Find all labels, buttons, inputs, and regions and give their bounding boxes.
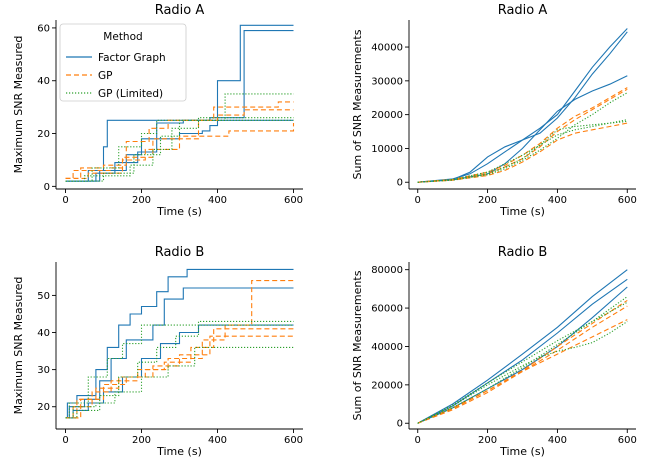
y-tick-label: 0 [44, 182, 50, 193]
series-line-gp-5 [417, 88, 628, 183]
series-line-factor-graph-2 [417, 278, 628, 424]
x-tick-label: 400 [548, 435, 567, 446]
panel-title: Radio B [155, 245, 205, 260]
y-tick-label: 40 [37, 76, 50, 87]
x-tick-label: 200 [478, 435, 497, 446]
x-tick-label: 600 [618, 435, 637, 446]
panel-3: Radio B 0 200 400 600 20 30 40 50 Time (s) Maximum… [12, 245, 303, 458]
series-line-gp-6 [417, 319, 628, 424]
series-line-factor-graph-1 [417, 28, 628, 183]
x-tick-label: 400 [208, 435, 227, 446]
y-tick-label: 80000 [371, 265, 403, 276]
y-tick-label: 30 [37, 365, 50, 376]
x-tick-label: 0 [62, 195, 68, 206]
x-tick-label: 400 [208, 195, 227, 206]
x-tick-label: 600 [284, 435, 303, 446]
y-axis-label: Maximum SNR Measured [12, 277, 25, 415]
y-tick-label: 10000 [371, 144, 403, 155]
series-line-gp-limited-9 [65, 119, 294, 182]
y-tick-label: 30000 [371, 76, 403, 87]
y-tick-label: 20 [37, 129, 50, 140]
series-line-factor-graph-2 [417, 31, 628, 183]
x-tick-label: 200 [478, 195, 497, 206]
panel-title: Radio A [155, 3, 205, 18]
y-tick-label: 60 [37, 23, 50, 34]
series-line-gp-limited-7 [417, 119, 628, 183]
y-tick-label: 60000 [371, 304, 403, 315]
y-axis-label: Sum of SNR Measurements [351, 29, 364, 179]
x-tick-label: 600 [618, 195, 637, 206]
series-line-gp-limited-7 [65, 324, 294, 419]
series-line-gp-4 [417, 299, 628, 424]
y-tick-label: 20 [37, 402, 50, 413]
series-line-factor-graph-3 [417, 75, 628, 183]
series-line-gp-4 [417, 87, 628, 183]
series-line-factor-graph-2 [65, 24, 294, 182]
legend-entry-label: Factor Graph [98, 52, 166, 64]
series-line-gp-limited-8 [65, 117, 294, 182]
y-tick-label: 0 [397, 178, 403, 189]
series-line-gp-limited-8 [417, 120, 628, 183]
x-axis-label: Time (s) [499, 445, 545, 458]
panel-title: Radio A [498, 3, 548, 18]
series-line-gp-limited-8 [65, 320, 294, 419]
x-axis-label: Time (s) [156, 205, 202, 218]
y-tick-label: 0 [397, 419, 403, 430]
x-tick-label: 200 [132, 435, 151, 446]
panel-4: Radio B 0 200 400 600 0 20000 40000 60000 80000 Ti… [351, 245, 637, 458]
panel-1: Radio A 0 200 400 600 0 20 40 60 Time (s) Maximum … [12, 3, 303, 218]
y-axis-label: Sum of SNR Measurements [351, 270, 364, 420]
legend-entry-label: GP [98, 70, 112, 82]
legend-entry-label: GP (Limited) [98, 88, 163, 100]
x-axis-label: Time (s) [499, 205, 545, 218]
x-tick-label: 600 [284, 195, 303, 206]
y-tick-label: 40 [37, 328, 50, 339]
y-axis-label: Maximum SNR Measured [12, 36, 25, 174]
series-line-gp-limited-9 [417, 92, 628, 183]
y-tick-label: 40000 [371, 342, 403, 353]
legend-title: Method [103, 31, 142, 43]
series-line-factor-graph-1 [65, 268, 294, 419]
panel-2: Radio A 0 200 400 600 0 10000 20000 30000 40000 Ti… [351, 3, 637, 218]
y-tick-label: 20000 [371, 380, 403, 391]
series-line-gp-6 [417, 122, 628, 183]
x-tick-label: 0 [415, 435, 421, 446]
series-line-gp-6 [65, 123, 295, 179]
panel-title: Radio B [498, 245, 548, 260]
series-line-gp-6 [65, 335, 294, 419]
series-line-factor-graph-2 [65, 287, 294, 419]
series-line-factor-graph-3 [65, 30, 294, 182]
legend: Method Factor Graph GP GP (Limited) [59, 23, 187, 102]
series-line-factor-graph-1 [417, 269, 628, 424]
x-tick-label: 400 [548, 195, 567, 206]
y-tick-label: 40000 [371, 43, 403, 54]
x-tick-label: 200 [132, 195, 151, 206]
series-line-gp-5 [65, 109, 294, 179]
y-tick-label: 50 [37, 291, 50, 302]
legend-box [59, 23, 187, 102]
x-axis-label: Time (s) [156, 445, 202, 458]
series-line-factor-graph-3 [417, 286, 628, 424]
series-line-gp-limited-7 [417, 301, 628, 424]
x-tick-label: 0 [415, 195, 421, 206]
x-tick-label: 0 [62, 435, 68, 446]
y-tick-label: 20000 [371, 110, 403, 121]
